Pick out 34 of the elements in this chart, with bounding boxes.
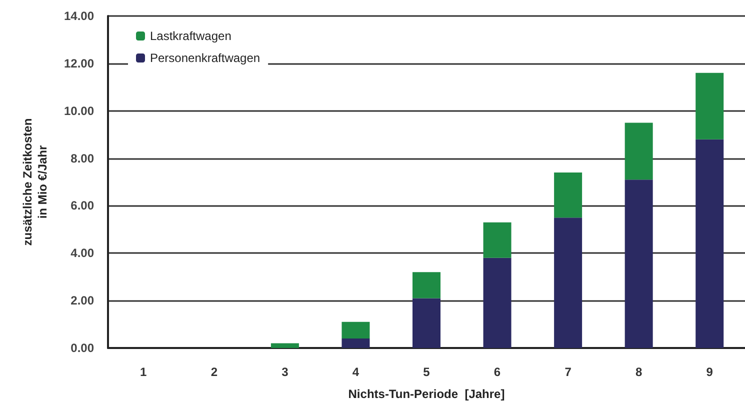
x-tick-label: 9 <box>706 365 714 379</box>
y-tick-label: 10.00 <box>64 104 94 118</box>
y-tick-label: 8.00 <box>70 151 94 166</box>
bar <box>624 180 653 348</box>
bar <box>483 222 512 258</box>
bar <box>483 258 512 348</box>
y-tick-label: 14.00 <box>64 9 94 23</box>
bar <box>412 298 440 348</box>
bar <box>270 343 299 348</box>
y-tick-label: 0.00 <box>70 341 94 355</box>
bar <box>342 338 370 348</box>
x-tick-label: 2 <box>210 365 218 379</box>
y-axis-title: zusätzliche Zeitkosten in Mio €/Jahr <box>20 118 50 246</box>
x-tick-label: 6 <box>494 365 501 379</box>
x-tick-label: 5 <box>423 365 430 379</box>
bar <box>554 218 582 348</box>
y-tick-label: 12.00 <box>64 56 94 70</box>
y-tick-label: 2.00 <box>70 294 94 308</box>
x-tick-label: 7 <box>564 365 572 379</box>
x-tick-label: 4 <box>352 365 360 379</box>
legend-label: Lastkraftwagen <box>150 29 232 43</box>
x-tick-label: 1 <box>140 365 148 379</box>
x-tick-label: 3 <box>282 365 289 379</box>
x-axis-title: Nichts-Tun-Periode [Jahre] <box>348 387 505 401</box>
bar <box>342 322 370 339</box>
bar <box>696 72 724 140</box>
bar <box>624 122 653 180</box>
y-tick-label: 4.00 <box>70 246 94 260</box>
legend-label: Personenkraftwagen <box>150 51 260 65</box>
x-tick-label: 8 <box>635 365 642 379</box>
bar <box>696 139 724 348</box>
bar <box>554 172 582 218</box>
y-tick-label: 6.00 <box>70 198 94 213</box>
bar <box>412 272 440 298</box>
